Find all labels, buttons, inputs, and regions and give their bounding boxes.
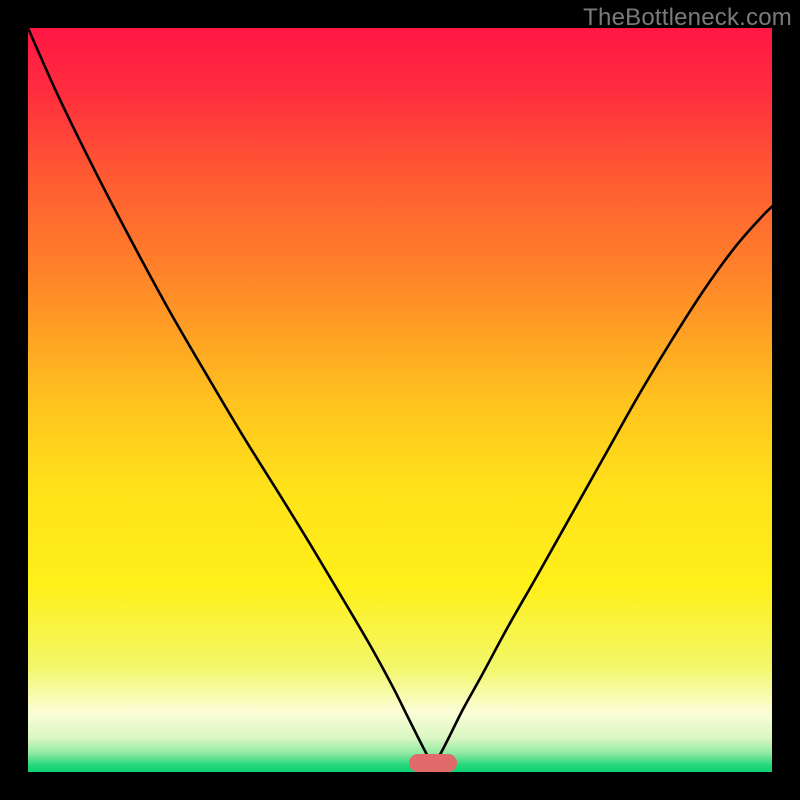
bottleneck-curve [28,28,772,765]
curve-svg [28,28,772,772]
optimal-point-marker [409,754,457,772]
plot-area [28,28,772,772]
stage: TheBottleneck.com [0,0,800,800]
watermark-text: TheBottleneck.com [583,4,792,32]
